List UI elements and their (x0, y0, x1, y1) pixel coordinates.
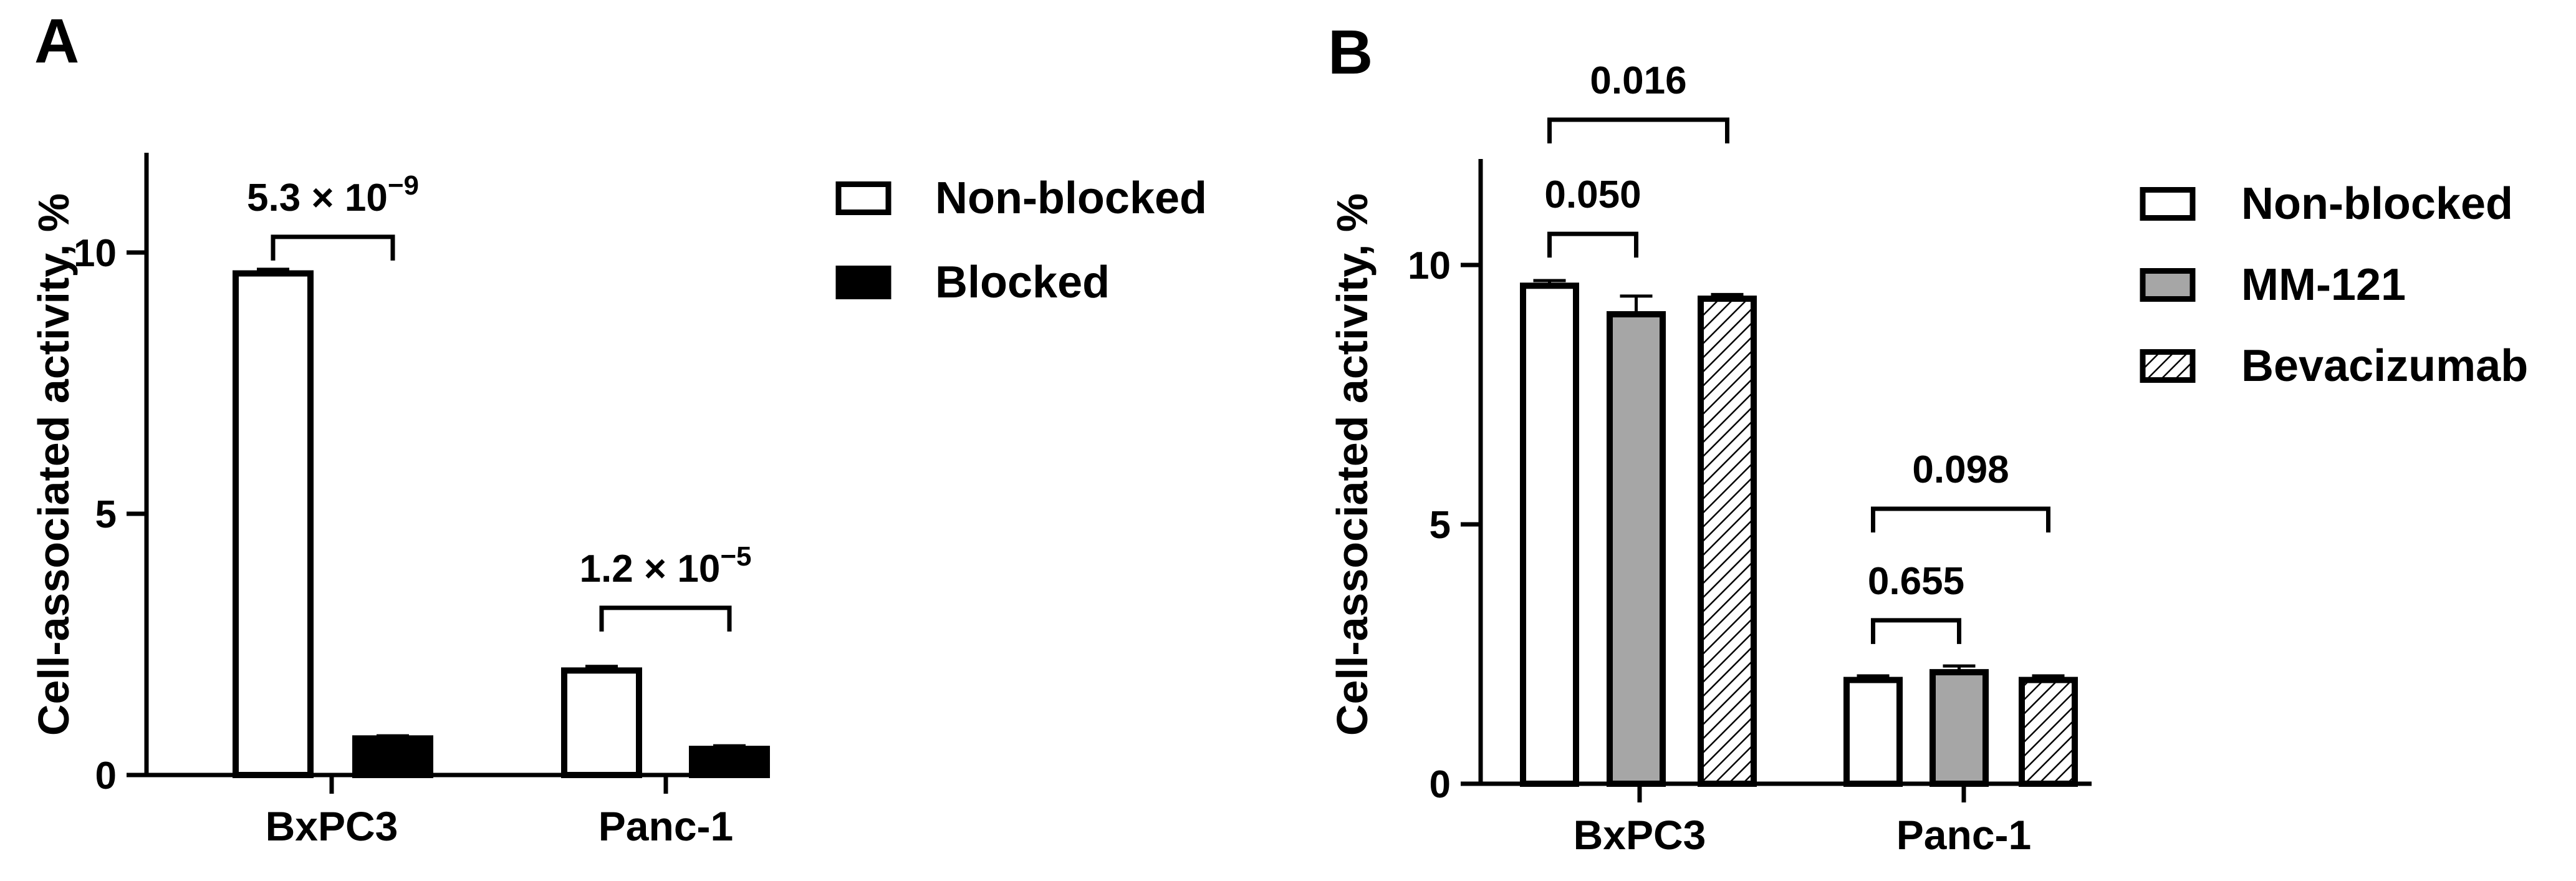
significance-bracket (271, 234, 395, 261)
bar (233, 270, 314, 778)
bar (561, 667, 642, 779)
significance-bracket (599, 605, 732, 632)
legend-swatch (835, 181, 892, 215)
significance-bracket (1871, 618, 1961, 644)
panel-label: B (1328, 17, 1373, 87)
x-tick-label: Panc-1 (598, 803, 733, 849)
y-axis-label: Cell-associated activity, % (1328, 193, 1377, 736)
bar (689, 746, 770, 778)
legend-label: Bevacizumab (2241, 341, 2528, 391)
bar (2019, 676, 2078, 787)
bar (1607, 311, 1666, 787)
y-tick-label: 10 (1408, 244, 1451, 287)
x-tick-label: BxPC3 (1574, 812, 1706, 858)
significance-bracket (1547, 117, 1729, 144)
y-tick-label: 5 (1430, 504, 1451, 547)
bar (1520, 282, 1579, 787)
legend-label: Non-blocked (2241, 179, 2513, 229)
bar (1843, 676, 1903, 787)
bar (352, 735, 433, 778)
legend-swatch (2140, 349, 2196, 383)
p-value-label: 1.2 × 10−5 (580, 541, 752, 590)
y-tick-label: 5 (95, 493, 117, 536)
bar (1698, 296, 1757, 787)
p-value-label: 0.050 (1544, 173, 1641, 216)
x-tick-label: Panc-1 (1896, 812, 2031, 858)
legend-swatch (835, 266, 892, 299)
panel-b-chart: B 0 5 10 Cell-associated activity, % BxPC3 Pan… (1328, 17, 2528, 858)
y-axis-label: Cell-associated activity, % (29, 193, 78, 736)
y-tick-label: 0 (95, 754, 117, 797)
significance-bracket (1871, 506, 2050, 533)
p-value-label: 5.3 × 10−9 (247, 170, 419, 219)
significance-bracket (1547, 231, 1638, 258)
p-value-label: 0.098 (1912, 448, 2009, 491)
p-value-label: 0.016 (1590, 59, 1686, 102)
legend-swatch (2140, 187, 2196, 221)
legend-label: Non-blocked (935, 173, 1207, 223)
legend-swatch (2140, 268, 2196, 302)
y-tick-label: 10 (74, 232, 117, 275)
y-tick-label: 0 (1430, 763, 1451, 806)
panel-label: A (34, 6, 79, 76)
x-tick-label: BxPC3 (266, 803, 398, 849)
legend-label: Blocked (935, 258, 1110, 307)
legend-label: MM-121 (2241, 260, 2406, 310)
p-value-label: 0.655 (1868, 560, 1964, 603)
bar (1930, 669, 1989, 787)
